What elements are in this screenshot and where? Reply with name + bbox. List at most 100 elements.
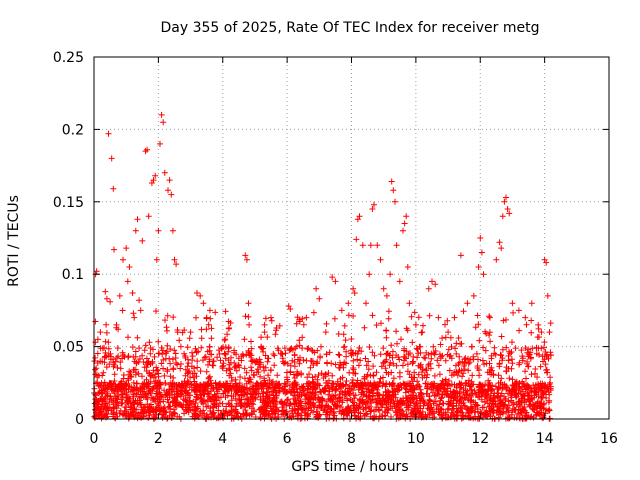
data-point (144, 381, 151, 388)
data-point (228, 397, 235, 404)
data-point (96, 383, 103, 390)
data-point (465, 355, 471, 362)
data-point (501, 198, 508, 205)
data-point (402, 389, 409, 396)
data-point (439, 335, 446, 342)
x-tick-label: 14 (536, 431, 554, 447)
data-point (524, 390, 531, 397)
data-point (482, 328, 489, 335)
data-point (371, 413, 378, 420)
data-point (147, 373, 154, 380)
data-point (509, 360, 516, 367)
data-point (393, 242, 400, 249)
data-point (284, 360, 291, 367)
data-point (482, 381, 489, 388)
data-point (303, 380, 310, 387)
data-point (277, 350, 284, 357)
data-point (547, 379, 554, 386)
data-point (453, 415, 460, 422)
data-point (455, 335, 462, 341)
data-point (170, 385, 176, 391)
data-point (243, 391, 250, 398)
data-point (150, 346, 156, 353)
data-point (111, 371, 118, 378)
data-point (220, 407, 227, 414)
data-point (411, 369, 418, 376)
data-point (506, 415, 513, 422)
data-point (350, 285, 357, 292)
data-point (226, 372, 233, 379)
data-point (94, 350, 101, 357)
data-point (145, 213, 152, 220)
data-point (360, 406, 367, 413)
x-tick-label: 4 (218, 431, 227, 447)
data-point (134, 380, 140, 387)
data-point (102, 402, 109, 409)
data-point (233, 403, 240, 410)
data-point (103, 353, 110, 360)
data-point (143, 376, 150, 383)
data-point (537, 363, 544, 370)
data-point (162, 379, 169, 386)
data-point (119, 399, 126, 406)
data-point (409, 385, 416, 392)
data-point (161, 372, 168, 379)
data-point (532, 370, 538, 377)
data-point (477, 235, 484, 241)
data-point (284, 378, 291, 385)
data-point (157, 140, 163, 147)
data-point (130, 399, 137, 406)
data-point (447, 382, 453, 389)
data-point (257, 359, 264, 366)
data-point (414, 404, 421, 411)
data-point (226, 409, 232, 415)
data-point (476, 337, 483, 344)
data-point (225, 400, 232, 407)
data-point (103, 329, 110, 336)
data-point (332, 401, 339, 408)
data-point (478, 383, 485, 390)
data-point (369, 349, 376, 356)
data-point (157, 379, 164, 386)
data-point (156, 350, 162, 357)
data-point (454, 390, 460, 396)
data-point (94, 336, 101, 343)
data-point (145, 415, 152, 421)
data-point (189, 357, 196, 364)
data-point (347, 405, 354, 411)
data-point (273, 392, 280, 399)
data-point (97, 382, 104, 388)
data-point (442, 409, 449, 416)
data-point (510, 382, 517, 389)
data-point (237, 399, 244, 406)
data-point (501, 393, 508, 400)
data-point (358, 348, 365, 355)
data-point (222, 308, 229, 315)
data-point (301, 409, 308, 416)
data-point (475, 264, 482, 270)
data-point (370, 363, 377, 370)
data-point (497, 351, 504, 358)
data-point (354, 356, 361, 363)
data-point (495, 393, 502, 400)
data-point (95, 412, 102, 419)
data-point (469, 381, 476, 388)
data-point (116, 410, 123, 417)
data-point (185, 404, 192, 411)
data-point (493, 256, 500, 263)
data-point (261, 377, 268, 384)
data-point (414, 346, 421, 353)
data-point (182, 397, 189, 404)
data-point (336, 398, 343, 404)
data-point (183, 389, 190, 396)
data-point (188, 363, 195, 370)
data-point (503, 384, 510, 391)
data-point (126, 368, 133, 375)
data-point (438, 412, 445, 419)
data-point (132, 227, 139, 234)
data-point (134, 334, 141, 341)
data-point (385, 371, 392, 378)
data-point (241, 336, 248, 343)
data-point (294, 389, 301, 395)
data-point (348, 336, 355, 342)
